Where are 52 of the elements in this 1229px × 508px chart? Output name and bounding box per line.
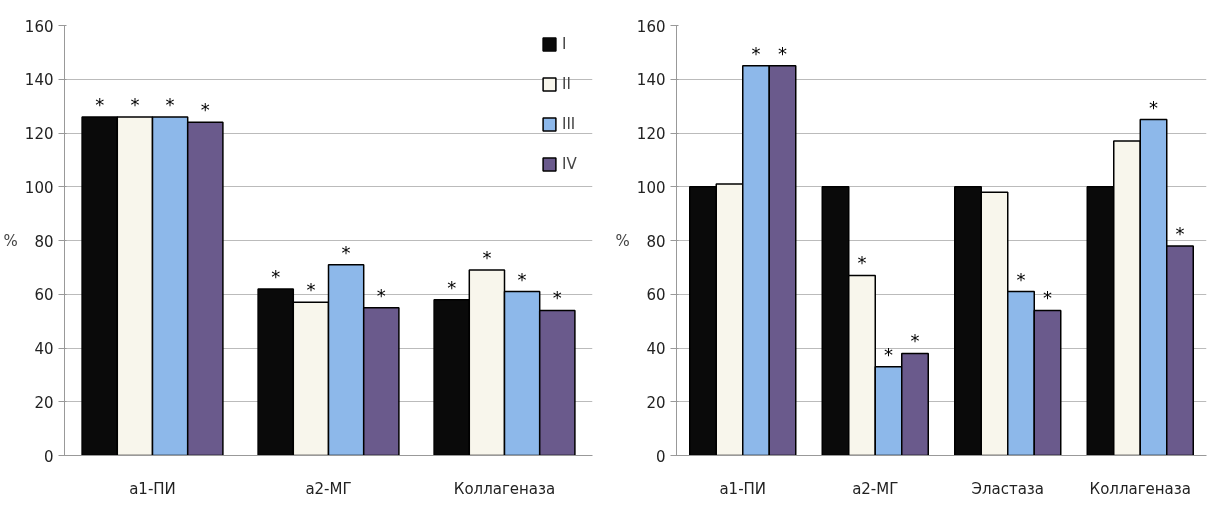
y-tick-label: 0	[655, 447, 666, 466]
y-tick-label: 160	[24, 17, 54, 36]
data-label: *	[1043, 287, 1052, 309]
data-label: *	[552, 287, 562, 309]
x-tick-label: Коллагеназа	[1089, 479, 1191, 498]
legend-label: I	[562, 35, 568, 53]
y-tick-label: 60	[646, 286, 666, 305]
data-label: *	[130, 93, 140, 115]
data-label: *	[751, 42, 761, 64]
y-tick-label: 120	[636, 125, 666, 143]
legend-label: III	[562, 115, 577, 133]
x-tick-label: а1-ПИ	[719, 479, 767, 498]
data-label: *	[165, 93, 175, 115]
x-tick-label: Коллагеназа	[453, 479, 556, 498]
x-tick-label: а2-МГ	[852, 479, 899, 498]
data-label: *	[778, 42, 787, 64]
legend-label: IV	[562, 155, 578, 173]
y-tick-label: 20	[34, 393, 54, 412]
x-tick-label: Эластаза	[971, 479, 1045, 498]
data-label: *	[271, 265, 281, 287]
data-label: *	[1175, 222, 1185, 244]
y-tick-label: 140	[636, 71, 666, 90]
data-label: *	[200, 99, 210, 121]
y-tick-label: 40	[34, 340, 54, 358]
data-label: *	[306, 279, 316, 301]
data-label: *	[857, 252, 867, 274]
y-tick-label: 140	[24, 71, 54, 90]
data-label: *	[341, 241, 351, 263]
x-tick-label: а1-ПИ	[129, 479, 176, 498]
data-label: *	[884, 343, 893, 365]
y-tick-label: 20	[646, 393, 666, 412]
data-label: *	[517, 268, 527, 290]
data-label: *	[376, 284, 386, 306]
y-tick-label: 0	[43, 447, 54, 466]
y-tick-label: 80	[646, 232, 666, 251]
y-axis-title: %	[615, 231, 630, 250]
data-label: *	[910, 330, 920, 352]
data-label: *	[1149, 96, 1158, 118]
y-tick-label: 100	[636, 178, 666, 197]
y-tick-label: 60	[34, 286, 54, 305]
y-tick-label: 80	[34, 232, 54, 251]
legend-label: II	[562, 75, 572, 93]
data-label: *	[1016, 268, 1026, 290]
data-label: *	[447, 276, 457, 298]
y-tick-label: 120	[24, 125, 54, 143]
data-label: *	[482, 247, 492, 269]
data-label: *	[95, 93, 105, 115]
y-tick-label: 160	[636, 17, 666, 36]
y-tick-label: 40	[646, 340, 666, 358]
x-tick-label: а2-МГ	[305, 479, 352, 498]
y-tick-label: 100	[24, 178, 54, 197]
y-axis-title: %	[3, 231, 18, 250]
